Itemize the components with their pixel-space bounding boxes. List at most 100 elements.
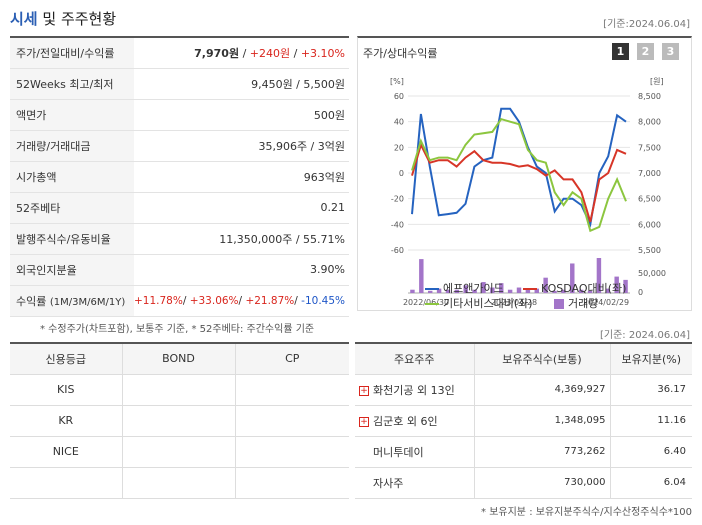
row-value: 0.21 bbox=[133, 192, 349, 224]
return-3m: +33.06% bbox=[189, 294, 239, 307]
bond-cell bbox=[121, 405, 235, 437]
column-header: BOND bbox=[121, 343, 235, 375]
table-row: 52주베타 0.21 bbox=[10, 192, 349, 224]
page-title: 시세 및 주주현황 bbox=[10, 8, 116, 29]
major-shareholders-table: 주요주주 보유주식수(보통) 보유지분(%) + 화천기공 외 13인 4,369… bbox=[355, 342, 692, 499]
x-tick-label: 2024/02/29 bbox=[583, 298, 629, 307]
series-line bbox=[411, 117, 627, 233]
table-row: + 김군호 외 6인 1,348,095 11.16 bbox=[355, 405, 692, 437]
table-row: NICE bbox=[10, 436, 349, 468]
volume-bar bbox=[427, 290, 433, 293]
y-tick-left: 20 bbox=[394, 143, 404, 152]
table-row: 거래량/거래대금 35,906주 / 3억원 bbox=[10, 130, 349, 162]
agency-cell: KR bbox=[10, 405, 122, 437]
chart-panel: 주가/상대수익률 1 2 3 [%] [원] 60 40 20 0 -20 -40 -60 8,5… bbox=[357, 36, 692, 311]
row-label: 액면가 bbox=[10, 99, 134, 131]
pct-cell: 11.16 bbox=[609, 405, 692, 437]
legend-swatch-kosdaq bbox=[523, 288, 537, 290]
holder-name-cell: 머니투데이 bbox=[355, 436, 474, 468]
bond-cell bbox=[121, 436, 235, 468]
row-value: 500원 bbox=[133, 99, 349, 131]
holders-note: * 보유지분 : 보유지분주식수/지수산정주식수*100 bbox=[481, 507, 692, 518]
volume-bar bbox=[605, 288, 611, 293]
column-header: 신용등급 bbox=[10, 343, 122, 375]
y-tick-right: 6,500 bbox=[638, 195, 661, 204]
volume-bar bbox=[552, 290, 557, 293]
return-6m: +21.87% bbox=[245, 294, 295, 307]
row-label: 발행주식수/유동비율 bbox=[10, 223, 134, 255]
y-tick-left: -20 bbox=[391, 195, 404, 204]
returns-values: +11.78%/ +33.06%/ +21.87%/ -10.45% bbox=[133, 285, 349, 317]
holder-name[interactable]: 김군호 외 6인 bbox=[373, 414, 438, 428]
row-label: 52Weeks 최고/최저 bbox=[10, 68, 134, 100]
y-tick-right: 8,000 bbox=[638, 118, 661, 127]
pct-cell: 6.40 bbox=[609, 436, 692, 468]
volume-bar bbox=[534, 288, 539, 293]
table-row: 주가/전일대비/수익률 7,970원 / +240원 / +3.10% bbox=[10, 37, 349, 69]
return-1y: -10.45% bbox=[301, 294, 345, 307]
title-highlight: 시세 bbox=[10, 10, 38, 28]
table-header-row: 주요주주 보유주식수(보통) 보유지분(%) bbox=[355, 343, 692, 375]
price-summary-table: 주가/전일대비/수익률 7,970원 / +240원 / +3.10% 52We… bbox=[10, 36, 349, 317]
volume-bar bbox=[516, 287, 522, 293]
holder-name-cell: + 화천기공 외 13인 bbox=[355, 374, 474, 406]
table-row: 머니투데이 773,262 6.40 bbox=[355, 436, 692, 468]
credit-rating-table: 신용등급 BOND CP KIS KR NICE bbox=[10, 342, 349, 499]
holder-name-cell: + 김군호 외 6인 bbox=[355, 405, 474, 437]
expand-icon[interactable]: + bbox=[359, 385, 369, 396]
table-row: 수익률 (1M/3M/6M/1Y) +11.78%/ +33.06%/ +21.… bbox=[10, 285, 349, 317]
cp-cell bbox=[234, 374, 349, 406]
row-label: 외국인지분율 bbox=[10, 254, 134, 286]
volume-bar bbox=[578, 289, 584, 293]
volume-bar bbox=[463, 285, 468, 293]
reference-date-2: [기준: 2024.06.04] bbox=[599, 330, 690, 341]
y-tick-right: 7,000 bbox=[638, 169, 661, 178]
table-row: 52Weeks 최고/최저 9,450원 / 5,500원 bbox=[10, 68, 349, 100]
shares-cell: 4,369,927 bbox=[473, 374, 610, 406]
volume-bar bbox=[623, 279, 628, 293]
volume-bar bbox=[614, 276, 619, 293]
volume-bar bbox=[490, 287, 495, 293]
y-tick-left: 0 bbox=[399, 169, 404, 178]
row-value: 3.90% bbox=[133, 254, 349, 286]
chart-page-2-button[interactable]: 2 bbox=[637, 43, 654, 60]
series-line bbox=[411, 142, 627, 223]
volume-bar bbox=[481, 282, 486, 293]
volume-bar bbox=[507, 289, 513, 293]
table-row: KIS bbox=[10, 374, 349, 406]
volume-bar bbox=[525, 288, 531, 293]
summary-note: * 수정주가(차트포함), 보통주 기준, * 52주베타: 주간수익률 기준 bbox=[40, 324, 315, 335]
holder-name[interactable]: 화천기공 외 13인 bbox=[373, 383, 455, 397]
volume-bar bbox=[436, 288, 442, 293]
y-tick-right: 7,500 bbox=[638, 143, 661, 152]
x-tick-label: 2023/04/28 bbox=[491, 298, 537, 307]
y-axis-unit-left: [%] bbox=[390, 77, 404, 86]
reference-date: [기준:2024.06.04] bbox=[603, 19, 690, 30]
volume-bar bbox=[410, 289, 415, 293]
empty-cell bbox=[121, 467, 235, 499]
column-header: 보유주식수(보통) bbox=[473, 343, 610, 375]
expand-icon[interactable]: + bbox=[359, 416, 369, 427]
agency-cell: NICE bbox=[10, 436, 122, 468]
return-1m: +11.78% bbox=[133, 294, 183, 307]
change-rate: +3.10% bbox=[300, 46, 345, 60]
legend-item-volume: 거래량 bbox=[554, 295, 598, 311]
chart-page-1-button[interactable]: 1 bbox=[612, 43, 629, 60]
price-change-rate: 7,970원 / +240원 / +3.10% bbox=[133, 37, 349, 69]
bond-cell bbox=[121, 374, 235, 406]
shares-cell: 773,262 bbox=[473, 436, 610, 468]
agency-cell: KIS bbox=[10, 374, 122, 406]
row-label: 거래량/거래대금 bbox=[10, 130, 134, 162]
volume-tick: 50,000 bbox=[638, 269, 666, 278]
volume-bar bbox=[472, 289, 477, 293]
volume-bar bbox=[570, 263, 575, 293]
y-tick-right: 6,000 bbox=[638, 220, 661, 229]
chart-page-3-button[interactable]: 3 bbox=[662, 43, 679, 60]
volume-bar bbox=[596, 258, 602, 293]
holder-name-cell: 자사주 bbox=[355, 467, 474, 499]
cp-cell bbox=[234, 405, 349, 437]
y-tick-left: -40 bbox=[391, 220, 404, 229]
volume-bar bbox=[561, 289, 566, 293]
legend-label: 에프앤가이드 bbox=[443, 282, 504, 295]
volume-bar bbox=[587, 290, 593, 293]
